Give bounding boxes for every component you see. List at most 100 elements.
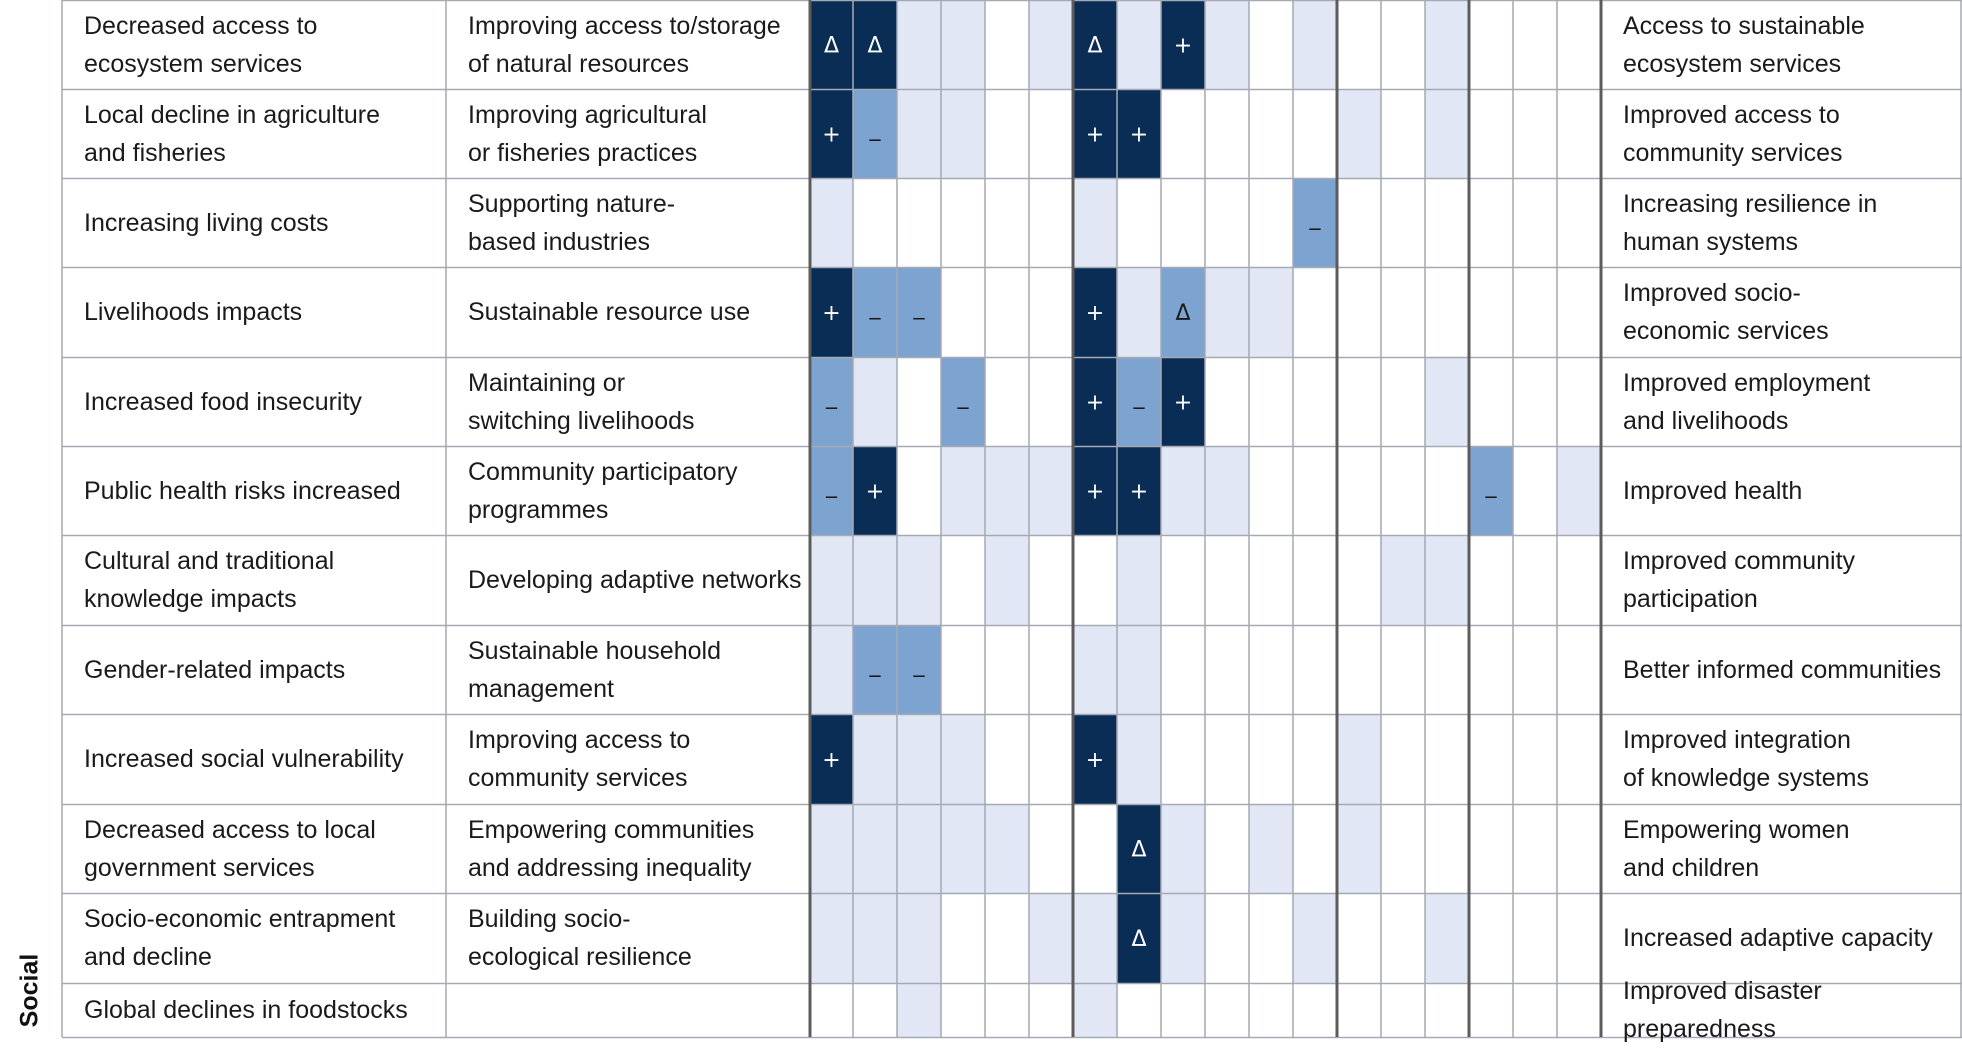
response-text: Sustainable resource use bbox=[468, 298, 751, 326]
matrix-cell bbox=[1249, 0, 1293, 89]
matrix-cell bbox=[853, 714, 897, 804]
matrix-cell bbox=[1557, 714, 1601, 804]
matrix-cell bbox=[1205, 357, 1249, 446]
matrix-cell bbox=[1425, 625, 1469, 714]
cell-symbol: + bbox=[1086, 123, 1104, 148]
matrix-cell bbox=[1117, 714, 1161, 804]
matrix-cell bbox=[1381, 625, 1425, 714]
matrix-cell bbox=[1073, 357, 1117, 446]
cell-symbol: + bbox=[1174, 34, 1192, 59]
matrix-cell bbox=[1513, 89, 1557, 178]
matrix-cell bbox=[1161, 714, 1205, 804]
matrix-cell bbox=[1073, 804, 1117, 893]
matrix-cell bbox=[1513, 357, 1557, 446]
matrix-cell bbox=[985, 0, 1029, 89]
matrix-cell bbox=[1161, 804, 1205, 893]
matrix-cell bbox=[1293, 804, 1337, 893]
cell-symbol: _ bbox=[1485, 474, 1498, 499]
matrix-cell bbox=[1469, 893, 1513, 983]
matrix-cell bbox=[853, 357, 897, 446]
cell-symbol: + bbox=[1086, 480, 1104, 505]
impact-text: Increased food insecurity bbox=[84, 387, 362, 416]
response-text: Community participatory programmes bbox=[468, 457, 738, 524]
matrix-cell bbox=[810, 893, 853, 983]
matrix-cell bbox=[1029, 357, 1073, 446]
matrix-cell bbox=[985, 535, 1029, 625]
matrix-cell bbox=[1469, 267, 1513, 357]
response-text: Supporting nature- based industries bbox=[468, 189, 676, 256]
matrix-cell bbox=[1249, 446, 1293, 535]
matrix-cell bbox=[1337, 89, 1381, 178]
matrix-cell bbox=[1557, 535, 1601, 625]
matrix-cell bbox=[1425, 893, 1469, 983]
matrix-cell bbox=[941, 625, 985, 714]
matrix-cell bbox=[1469, 89, 1513, 178]
impact-text: Decreased access to local government ser… bbox=[84, 815, 376, 882]
matrix-cell bbox=[1557, 983, 1601, 1037]
matrix-cell bbox=[1469, 625, 1513, 714]
matrix-cell bbox=[1293, 357, 1337, 446]
matrix-cell bbox=[941, 983, 985, 1037]
matrix-cell bbox=[1073, 446, 1117, 535]
outcome-text: Increasing resilience in human systems bbox=[1623, 189, 1878, 256]
matrix-cell bbox=[1337, 178, 1381, 267]
matrix-cell bbox=[1073, 893, 1117, 983]
matrix-cell bbox=[1117, 0, 1161, 89]
outcome-text: Access to sustainable ecosystem services bbox=[1623, 11, 1865, 78]
matrix-cell bbox=[1029, 446, 1073, 535]
matrix-cell bbox=[1293, 893, 1337, 983]
matrix-cell bbox=[1249, 625, 1293, 714]
matrix-cell bbox=[1249, 535, 1293, 625]
matrix-cell bbox=[1425, 0, 1469, 89]
matrix-cell bbox=[897, 89, 941, 178]
matrix-cell bbox=[1073, 714, 1117, 804]
matrix-cell bbox=[1293, 446, 1337, 535]
matrix-cell bbox=[810, 714, 853, 804]
matrix-cell bbox=[1117, 178, 1161, 267]
matrix-cell bbox=[1293, 267, 1337, 357]
matrix-cell bbox=[1205, 178, 1249, 267]
impact-text: Gender-related impacts bbox=[84, 655, 346, 684]
matrix-cell bbox=[985, 804, 1029, 893]
matrix-cell bbox=[1557, 267, 1601, 357]
cell-symbol: + bbox=[1130, 123, 1148, 148]
matrix-cell bbox=[1381, 267, 1425, 357]
matrix-cell bbox=[1249, 267, 1293, 357]
matrix-cell bbox=[1337, 893, 1381, 983]
matrix-cell bbox=[810, 804, 853, 893]
matrix-cell bbox=[1557, 446, 1601, 535]
impact-text: Increased social vulnerability bbox=[84, 745, 404, 773]
impact-text: Local decline in agriculture and fisheri… bbox=[84, 100, 381, 167]
matrix-cell bbox=[1073, 89, 1117, 178]
matrix-cell bbox=[1381, 0, 1425, 89]
matrix-cell bbox=[1029, 535, 1073, 625]
cell-symbol: Δ bbox=[1175, 301, 1190, 326]
matrix-cell bbox=[941, 89, 985, 178]
response-text: Developing adaptive networks bbox=[468, 566, 802, 594]
matrix-cell bbox=[1337, 983, 1381, 1037]
matrix-cell bbox=[1469, 446, 1513, 535]
matrix-cell bbox=[1117, 625, 1161, 714]
impact-text: Public health risks increased bbox=[84, 476, 401, 505]
matrix-cell bbox=[1161, 535, 1205, 625]
cell-symbol: + bbox=[1086, 748, 1104, 773]
matrix-cell bbox=[1249, 983, 1293, 1037]
matrix-cell bbox=[1161, 983, 1205, 1037]
matrix-cell bbox=[1029, 983, 1073, 1037]
matrix-cell bbox=[1513, 446, 1557, 535]
cell-symbol: Δ bbox=[1131, 927, 1146, 952]
matrix-cell bbox=[985, 625, 1029, 714]
matrix-cell bbox=[1205, 625, 1249, 714]
matrix-cell bbox=[1161, 0, 1205, 89]
matrix-cell bbox=[1205, 446, 1249, 535]
matrix-cell bbox=[1029, 89, 1073, 178]
matrix-cell bbox=[1425, 89, 1469, 178]
matrix-cell bbox=[1425, 446, 1469, 535]
matrix-cell bbox=[1249, 89, 1293, 178]
matrix-cell bbox=[1425, 983, 1469, 1037]
matrix-cell bbox=[985, 983, 1029, 1037]
cell-symbol: Δ bbox=[1087, 34, 1102, 59]
matrix-cell bbox=[1073, 625, 1117, 714]
response-text: Improving agricultural or fisheries prac… bbox=[468, 100, 707, 167]
matrix-cell bbox=[1073, 535, 1117, 625]
